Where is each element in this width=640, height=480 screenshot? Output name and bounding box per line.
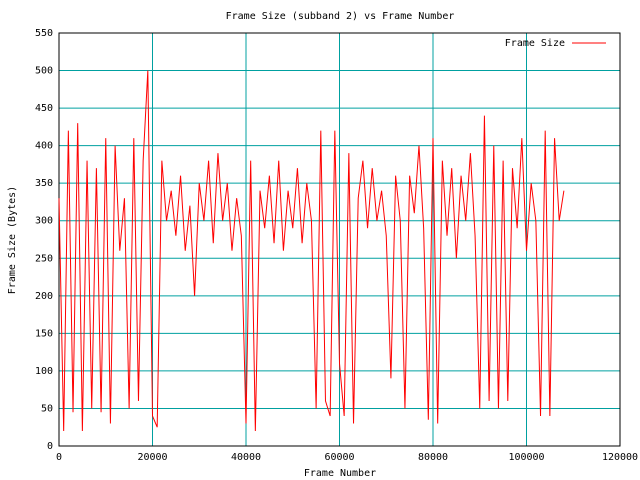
y-tick-label: 200	[35, 291, 53, 302]
y-tick-label: 400	[35, 141, 53, 152]
y-tick-label: 300	[35, 216, 53, 227]
x-tick-label: 60000	[324, 452, 354, 463]
y-tick-label: 500	[35, 66, 53, 77]
chart-title: Frame Size (subband 2) vs Frame Number	[226, 11, 455, 22]
x-tick-label: 120000	[602, 452, 638, 463]
y-tick-label: 0	[47, 441, 53, 452]
x-tick-label: 40000	[231, 452, 261, 463]
y-tick-label: 50	[41, 403, 53, 414]
plot-frame	[58, 32, 621, 447]
y-tick-label: 100	[35, 366, 53, 377]
y-tick-label: 350	[35, 178, 53, 189]
x-tick-label: 20000	[137, 452, 167, 463]
x-tick-label: 100000	[508, 452, 544, 463]
y-axis-label: Frame Size (Bytes)	[7, 186, 18, 294]
x-tick-label: 80000	[418, 452, 448, 463]
y-tick-label: 450	[35, 103, 53, 114]
x-tick-label: 0	[56, 452, 62, 463]
x-axis-label: Frame Number	[304, 468, 376, 479]
data-line	[58, 70, 565, 431]
y-tick-label: 250	[35, 253, 53, 264]
legend-label: Frame Size	[505, 38, 565, 49]
y-tick-label: 150	[35, 328, 53, 339]
y-tick-label: 550	[35, 28, 53, 39]
